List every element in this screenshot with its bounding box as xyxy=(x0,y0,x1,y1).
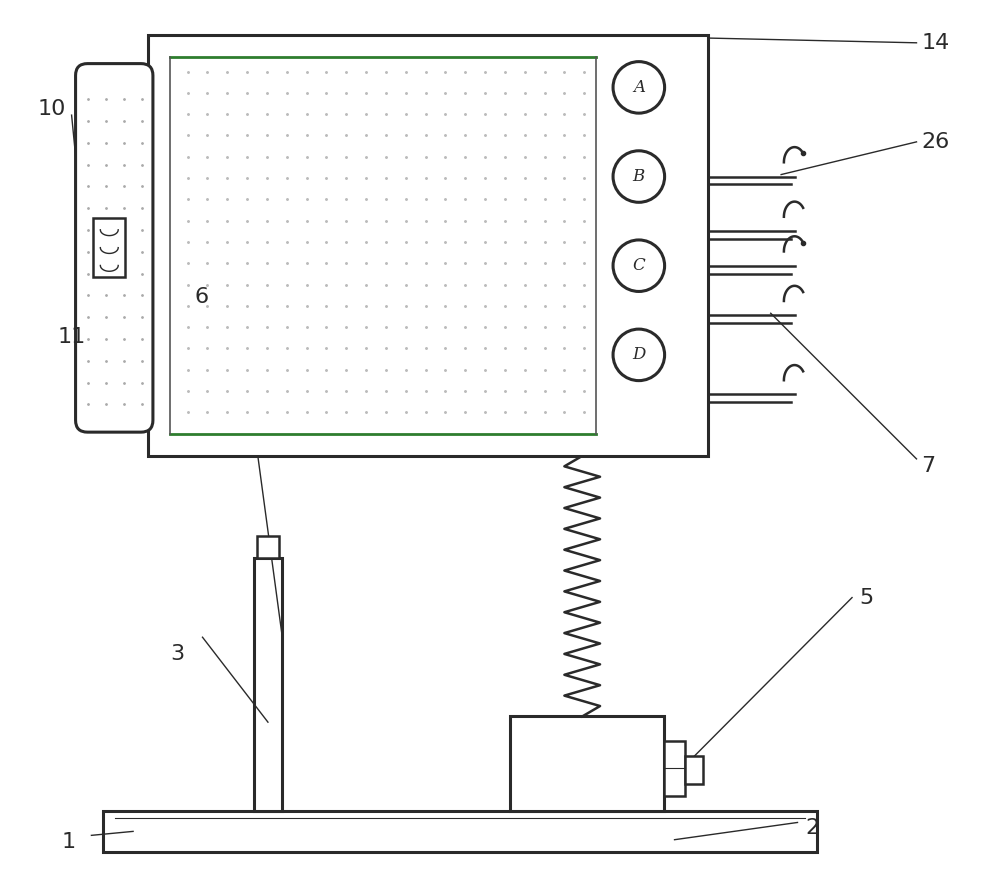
Text: D: D xyxy=(632,346,646,363)
Text: 11: 11 xyxy=(57,327,85,347)
Text: 1: 1 xyxy=(61,832,76,852)
Bar xyxy=(685,756,703,784)
Text: 14: 14 xyxy=(921,33,950,53)
Text: 2: 2 xyxy=(805,818,820,839)
Circle shape xyxy=(613,240,665,291)
Text: 6: 6 xyxy=(194,287,208,308)
FancyBboxPatch shape xyxy=(76,63,153,432)
Bar xyxy=(148,35,708,456)
Circle shape xyxy=(613,151,665,202)
Bar xyxy=(510,716,664,811)
Bar xyxy=(257,536,279,558)
Bar xyxy=(254,558,282,811)
Text: 26: 26 xyxy=(921,132,950,152)
Text: C: C xyxy=(632,257,645,274)
Bar xyxy=(93,218,125,277)
Circle shape xyxy=(613,62,665,114)
Circle shape xyxy=(613,329,665,381)
Text: 3: 3 xyxy=(171,644,185,664)
Bar xyxy=(103,811,817,852)
Bar xyxy=(664,741,685,796)
Text: A: A xyxy=(633,79,645,96)
Bar xyxy=(568,434,596,456)
Text: 7: 7 xyxy=(921,456,936,476)
Text: 5: 5 xyxy=(859,587,873,608)
Text: 10: 10 xyxy=(37,99,66,119)
Text: B: B xyxy=(633,168,645,185)
